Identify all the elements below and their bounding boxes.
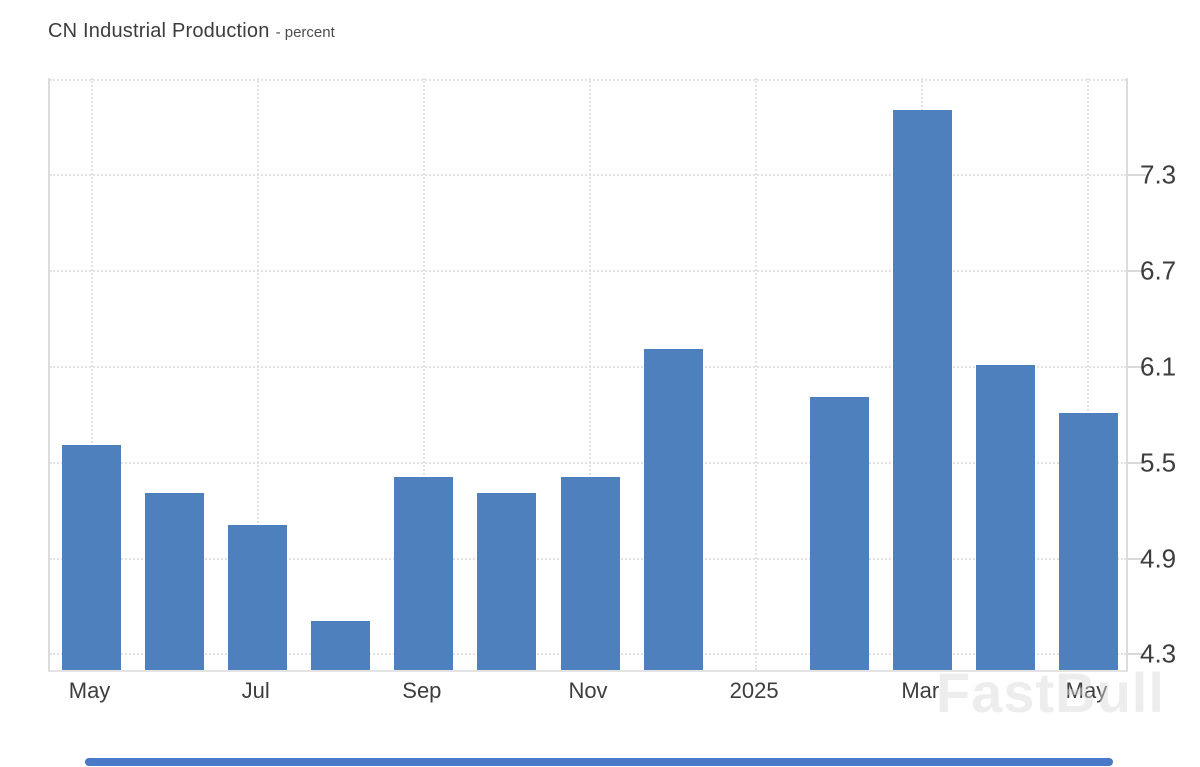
v-gridline [256,78,259,670]
bar-oct-2024[interactable] [477,492,537,670]
v-gridline [755,78,758,670]
y-axis-label: 6.1 [1140,351,1177,382]
h-gridline [50,270,1126,273]
y-tick [1128,557,1146,560]
y-axis-label: 4.3 [1140,638,1177,669]
x-axis-label: 2025 [729,678,779,703]
chart-title-unit: - percent [275,24,335,41]
chart-title-main: CN Industrial Production [48,20,270,42]
y-tick [1128,270,1146,273]
x-axis-label: Nov [568,678,608,703]
bar-nov-2024[interactable] [560,476,620,670]
x-axis-label: Sep [402,678,442,703]
bar-jun-2024[interactable] [145,492,205,670]
x-axis-label: Jul [241,678,270,703]
chart-title: CN Industrial Production - percent [48,20,335,43]
y-tick [1128,174,1146,177]
x-axis-label: May [68,678,111,703]
h-gridline [50,78,1126,81]
bar-jul-2024[interactable] [228,524,288,670]
h-gridline [50,461,1126,464]
plot-area [48,78,1128,672]
chart-scrollbar[interactable] [85,758,1113,766]
v-gridline [422,78,425,670]
y-tick [1128,653,1146,656]
y-axis-label: 4.9 [1140,543,1177,574]
y-axis-label: 5.5 [1140,447,1177,478]
y-tick [1128,366,1146,369]
v-gridline [90,78,93,670]
y-tick [1128,461,1146,464]
bar-apr-2025[interactable] [975,365,1035,670]
y-axis-label: 7.3 [1140,159,1177,190]
bar-may-2025[interactable] [1058,412,1118,670]
bar-may-2024[interactable] [62,444,122,670]
x-axis-label: Mar [901,678,940,703]
bar-feb-2025[interactable] [809,396,869,670]
h-gridline [50,174,1126,177]
h-gridline [50,366,1126,369]
bar-mar-2025[interactable] [892,109,952,670]
v-gridline [589,78,591,670]
v-gridline [1087,78,1090,670]
bar-aug-2024[interactable] [311,620,371,670]
x-axis-label: May [1065,678,1108,703]
bar-sep-2024[interactable] [394,476,454,670]
bar-dec-2024[interactable] [643,349,703,670]
y-axis-label: 6.7 [1140,255,1177,286]
